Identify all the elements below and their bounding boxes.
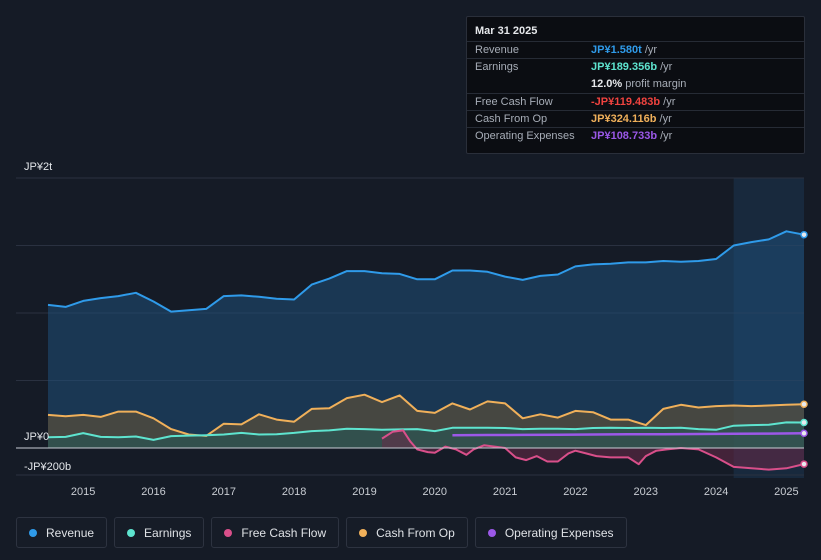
earnings-end-point bbox=[800, 418, 808, 427]
operating-expenses-dot-icon bbox=[487, 528, 496, 537]
tooltip-value: JP¥189.356b bbox=[591, 61, 658, 73]
tooltip-row-revenue: Revenue JP¥1.580t /yr bbox=[467, 41, 804, 58]
x-tick-label: 2018 bbox=[282, 486, 306, 498]
tooltip-value: -JP¥119.483b bbox=[591, 96, 661, 108]
revenue-end-point bbox=[800, 230, 808, 239]
series-lines bbox=[47, 230, 808, 471]
tooltip-unit: /yr bbox=[660, 96, 676, 108]
legend-label: Earnings bbox=[144, 525, 192, 540]
revenue-line bbox=[47, 230, 805, 313]
profit-margin-value: 12.0% bbox=[591, 78, 623, 90]
y-axis-label: JP¥0 bbox=[24, 431, 49, 443]
y-axis-label: -JP¥200b bbox=[24, 461, 71, 473]
tooltip-label: Earnings bbox=[475, 61, 519, 73]
free-cash-flow-end-point bbox=[800, 460, 808, 468]
legend-label: Free Cash Flow bbox=[241, 525, 327, 540]
free-cash-flow-dot-icon bbox=[224, 528, 233, 537]
free-cash-flow-line bbox=[381, 429, 805, 471]
legend-label: Operating Expenses bbox=[504, 525, 614, 540]
x-tick-label: 2022 bbox=[563, 486, 587, 498]
legend-item-cash-from-op[interactable]: Cash From Op bbox=[346, 517, 468, 548]
cash-from-op-line bbox=[47, 393, 805, 437]
tooltip-profit-margin: 12.0% profit margin bbox=[591, 78, 686, 90]
tooltip-date: Mar 31 2025 bbox=[475, 25, 538, 37]
free-cash-flow-area bbox=[382, 430, 804, 470]
operating-expenses-end-point bbox=[800, 429, 808, 438]
tooltip-value: JP¥324.116b bbox=[591, 113, 657, 125]
legend-item-earnings[interactable]: Earnings bbox=[114, 517, 205, 548]
legend-label: Cash From Op bbox=[376, 525, 455, 540]
cash-from-op-end-point bbox=[800, 400, 808, 409]
legend: Revenue Earnings Free Cash Flow Cash Fro… bbox=[16, 517, 627, 548]
earnings-line bbox=[47, 421, 805, 441]
tooltip-unit: /yr bbox=[656, 113, 672, 125]
x-tick-label: 2016 bbox=[141, 486, 165, 498]
earnings-dot-icon bbox=[127, 528, 136, 537]
x-tick-label: 2015 bbox=[71, 486, 95, 498]
tooltip-value: JP¥108.733b bbox=[591, 130, 658, 142]
operating-expenses-line bbox=[452, 432, 805, 437]
chart: JP¥2t JP¥0 -JP¥200b 2015 2016 2017 2018 2019 202… bbox=[16, 161, 808, 498]
tooltip-row-operating-expenses: Operating Expenses JP¥108.733b /yr bbox=[467, 127, 804, 144]
tooltip-label: Cash From Op bbox=[475, 113, 548, 125]
tooltip-unit: /yr bbox=[657, 130, 673, 142]
tooltip: Mar 31 2025 Revenue JP¥1.580t /yr Earnin… bbox=[466, 16, 805, 154]
x-tick-label: 2019 bbox=[352, 486, 376, 498]
y-axis-label: JP¥2t bbox=[24, 161, 52, 173]
tooltip-label: Free Cash Flow bbox=[475, 96, 553, 108]
axes: JP¥2t JP¥0 -JP¥200b 2015 2016 2017 2018 2019 202… bbox=[16, 161, 804, 498]
tooltip-label: Operating Expenses bbox=[475, 130, 575, 142]
x-tick-label: 2020 bbox=[423, 486, 447, 498]
x-tick-label: 2017 bbox=[212, 486, 236, 498]
revenue-area bbox=[48, 231, 804, 448]
legend-label: Revenue bbox=[46, 525, 95, 540]
legend-item-free-cash-flow[interactable]: Free Cash Flow bbox=[211, 517, 340, 548]
profit-margin-label: profit margin bbox=[622, 78, 687, 90]
cash-from-op-dot-icon bbox=[359, 528, 368, 537]
x-tick-label: 2021 bbox=[493, 486, 517, 498]
x-tick-label: 2025 bbox=[774, 486, 798, 498]
tooltip-row-free-cash-flow: Free Cash Flow -JP¥119.483b /yr bbox=[467, 93, 804, 110]
tooltip-unit: /yr bbox=[641, 44, 658, 56]
tooltip-label: Revenue bbox=[475, 44, 520, 56]
legend-item-revenue[interactable]: Revenue bbox=[16, 517, 108, 548]
tooltip-value: JP¥1.580t bbox=[591, 44, 642, 56]
legend-item-operating-expenses[interactable]: Operating Expenses bbox=[474, 517, 627, 548]
x-tick-label: 2024 bbox=[704, 486, 728, 498]
tooltip-row-cash-from-op: Cash From Op JP¥324.116b /yr bbox=[467, 110, 804, 127]
tooltip-unit: /yr bbox=[657, 61, 673, 73]
tooltip-row-earnings: Earnings JP¥189.356b /yr bbox=[467, 58, 804, 75]
revenue-dot-icon bbox=[29, 528, 37, 537]
x-tick-label: 2023 bbox=[634, 486, 658, 498]
